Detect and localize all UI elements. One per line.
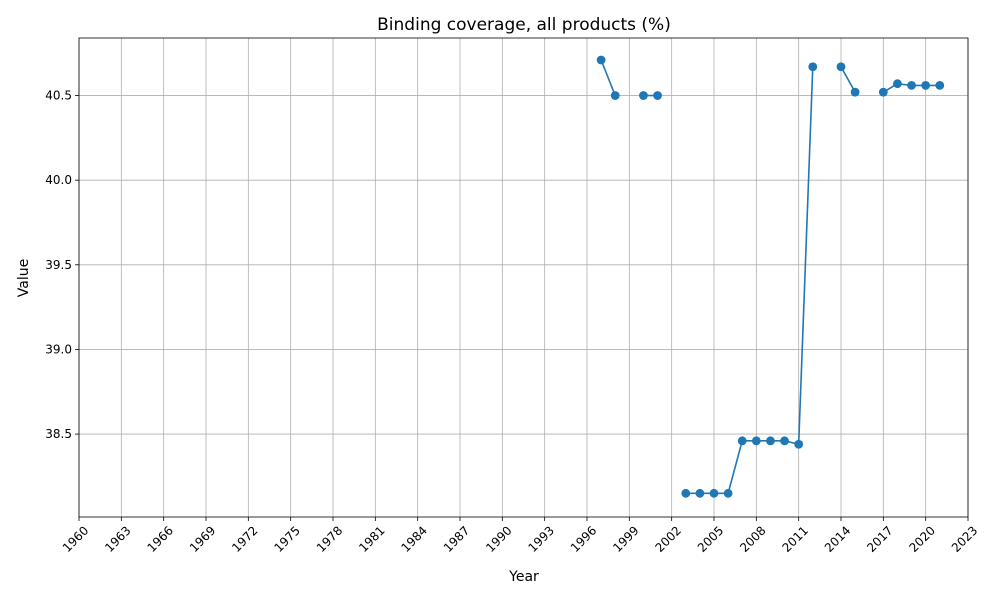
series-line xyxy=(685,66,814,495)
data-point xyxy=(893,79,902,89)
data-point xyxy=(751,436,761,446)
data-point xyxy=(921,80,931,90)
y-tick-label: 40.5 xyxy=(45,89,72,103)
y-tick-label: 38.5 xyxy=(45,427,72,441)
data-point xyxy=(709,488,719,498)
data-point xyxy=(878,87,888,97)
chart-title: Binding coverage, all products (%) xyxy=(377,15,671,35)
plot-frame xyxy=(78,37,969,518)
data-point xyxy=(766,436,775,446)
data-point xyxy=(639,91,648,100)
data-point xyxy=(907,80,916,90)
data-point xyxy=(794,439,804,449)
data-point xyxy=(935,80,945,90)
data-point xyxy=(737,436,747,446)
series-line xyxy=(600,59,616,96)
data-point xyxy=(610,91,620,100)
data-point xyxy=(808,62,818,72)
data-point xyxy=(723,488,733,498)
data-point xyxy=(836,62,846,72)
grid xyxy=(78,38,969,517)
data-point xyxy=(695,488,705,498)
data-point xyxy=(681,488,691,498)
y-axis-title: Value xyxy=(16,259,32,297)
y-tick-label: 40.0 xyxy=(45,173,72,187)
data-point xyxy=(653,91,662,100)
data-point xyxy=(780,436,789,446)
series-layer xyxy=(596,55,945,498)
y-tick-label: 39.5 xyxy=(45,258,72,272)
y-tick-label: 39.0 xyxy=(45,342,72,356)
x-axis-title: Year xyxy=(508,569,539,585)
series-line xyxy=(840,66,856,93)
y-axis: 38.5 39.0 39.5 40.0 40.5 xyxy=(45,89,79,441)
data-point xyxy=(850,87,860,97)
data-point xyxy=(596,55,606,65)
